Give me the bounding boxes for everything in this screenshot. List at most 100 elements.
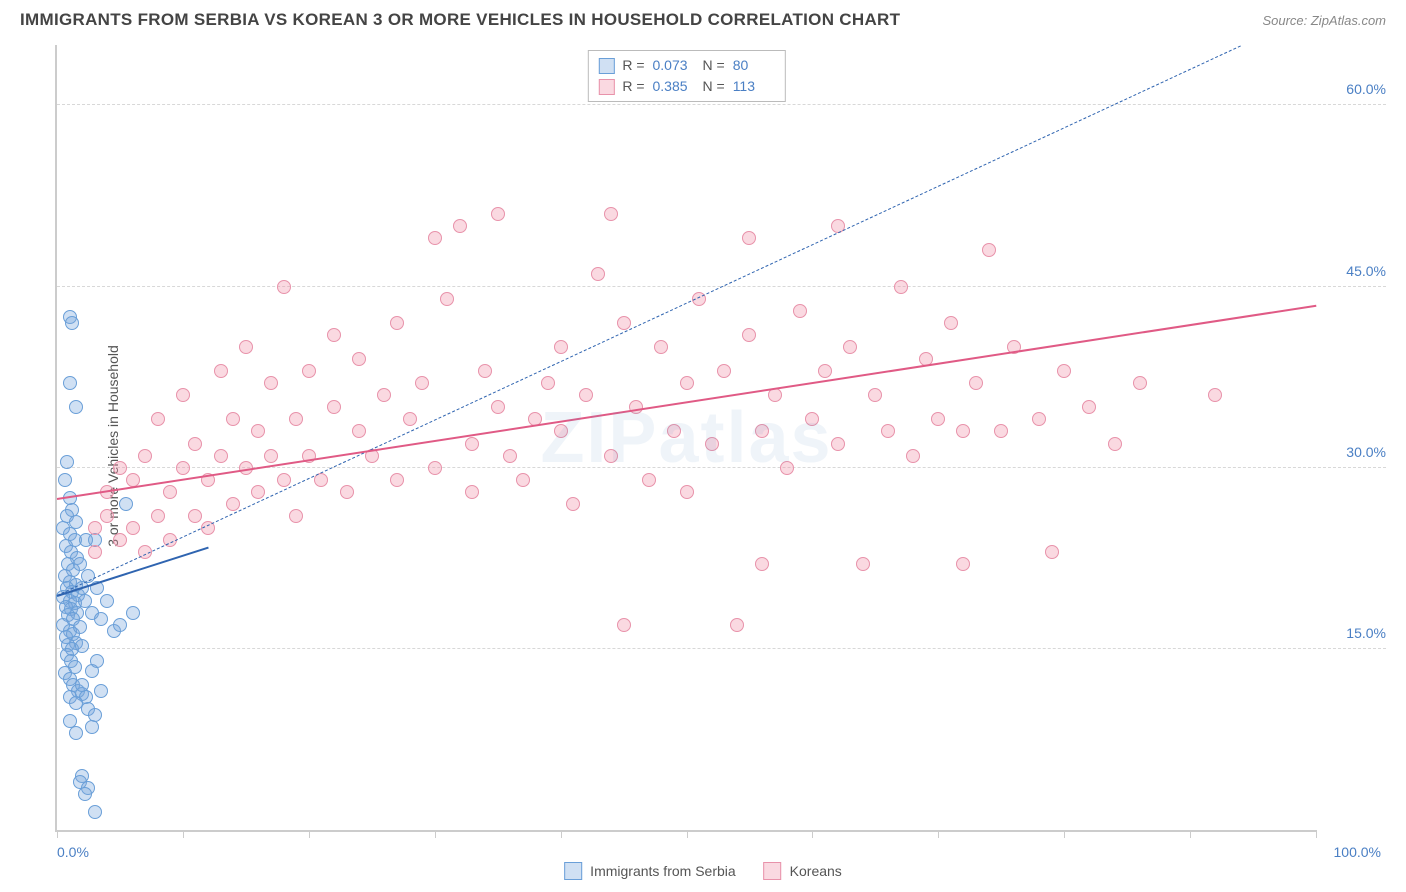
- legend-item: Immigrants from Serbia: [564, 862, 735, 880]
- x-tick: [561, 830, 562, 838]
- gridline: [57, 104, 1386, 105]
- data-point: [667, 424, 681, 438]
- trend-line: [57, 305, 1316, 500]
- y-tick-label: 60.0%: [1346, 81, 1386, 97]
- data-point: [151, 509, 165, 523]
- data-point: [113, 461, 127, 475]
- stats-row: R = 0.385 N = 113: [598, 76, 774, 97]
- data-point: [642, 473, 656, 487]
- data-point: [906, 449, 920, 463]
- data-point: [58, 473, 72, 487]
- data-point: [78, 787, 92, 801]
- legend-item: Koreans: [764, 862, 842, 880]
- data-point: [956, 424, 970, 438]
- data-point: [465, 437, 479, 451]
- data-point: [63, 376, 77, 390]
- data-point: [428, 231, 442, 245]
- data-point: [352, 424, 366, 438]
- data-point: [465, 485, 479, 499]
- data-point: [780, 461, 794, 475]
- data-point: [113, 533, 127, 547]
- legend-swatch-icon: [764, 862, 782, 880]
- data-point: [944, 316, 958, 330]
- data-point: [579, 388, 593, 402]
- x-tick-label: 100.0%: [1334, 844, 1381, 860]
- data-point: [69, 726, 83, 740]
- data-point: [151, 412, 165, 426]
- data-point: [617, 316, 631, 330]
- data-point: [85, 720, 99, 734]
- data-point: [65, 316, 79, 330]
- data-point: [742, 231, 756, 245]
- data-point: [894, 280, 908, 294]
- x-tick: [435, 830, 436, 838]
- data-point: [604, 449, 618, 463]
- data-point: [94, 684, 108, 698]
- data-point: [352, 352, 366, 366]
- data-point: [69, 400, 83, 414]
- data-point: [868, 388, 882, 402]
- data-point: [1057, 364, 1071, 378]
- data-point: [264, 376, 278, 390]
- data-point: [591, 267, 605, 281]
- data-point: [956, 557, 970, 571]
- data-point: [742, 328, 756, 342]
- data-point: [755, 424, 769, 438]
- data-point: [969, 376, 983, 390]
- y-tick-label: 30.0%: [1346, 444, 1386, 460]
- data-point: [755, 557, 769, 571]
- data-point: [680, 376, 694, 390]
- data-point: [73, 620, 87, 634]
- data-point: [1082, 400, 1096, 414]
- data-point: [390, 473, 404, 487]
- series-swatch-icon: [598, 58, 614, 74]
- data-point: [541, 376, 555, 390]
- data-point: [239, 340, 253, 354]
- data-point: [163, 485, 177, 499]
- x-tick-label: 0.0%: [57, 844, 89, 860]
- data-point: [566, 497, 580, 511]
- data-point: [60, 455, 74, 469]
- data-point: [793, 304, 807, 318]
- r-label: R =: [622, 55, 644, 76]
- data-point: [88, 521, 102, 535]
- data-point: [453, 219, 467, 233]
- data-point: [100, 509, 114, 523]
- data-point: [717, 364, 731, 378]
- legend-label: Koreans: [790, 863, 842, 879]
- data-point: [994, 424, 1008, 438]
- data-point: [617, 618, 631, 632]
- x-tick: [309, 830, 310, 838]
- data-point: [554, 424, 568, 438]
- n-label: N =: [703, 76, 725, 97]
- data-point: [126, 521, 140, 535]
- data-point: [188, 437, 202, 451]
- data-point: [680, 485, 694, 499]
- n-value: 113: [733, 76, 775, 97]
- data-point: [176, 461, 190, 475]
- data-point: [73, 557, 87, 571]
- data-point: [478, 364, 492, 378]
- data-point: [56, 618, 70, 632]
- data-point: [843, 340, 857, 354]
- data-point: [94, 612, 108, 626]
- data-point: [516, 473, 530, 487]
- n-value: 80: [733, 55, 775, 76]
- data-point: [100, 594, 114, 608]
- chart-title: IMMIGRANTS FROM SERBIA VS KOREAN 3 OR MO…: [20, 10, 900, 30]
- data-point: [90, 654, 104, 668]
- data-point: [403, 412, 417, 426]
- x-tick: [57, 830, 58, 838]
- data-point: [428, 461, 442, 475]
- data-point: [881, 424, 895, 438]
- x-tick: [938, 830, 939, 838]
- n-label: N =: [703, 55, 725, 76]
- data-point: [491, 400, 505, 414]
- x-tick: [183, 830, 184, 838]
- correlation-stats-box: R = 0.073 N = 80 R = 0.385 N = 113: [587, 50, 785, 102]
- data-point: [302, 364, 316, 378]
- r-label: R =: [622, 76, 644, 97]
- data-point: [1045, 545, 1059, 559]
- data-point: [69, 696, 83, 710]
- data-point: [226, 412, 240, 426]
